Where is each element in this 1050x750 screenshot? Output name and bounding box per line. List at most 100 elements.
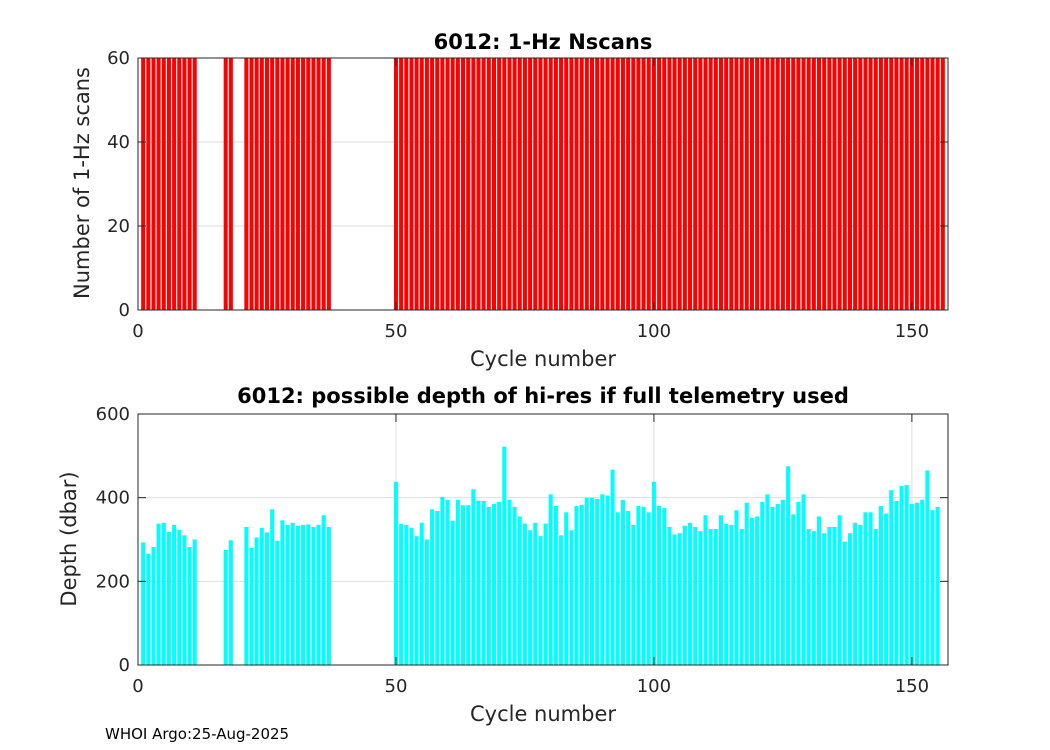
nscans-bar	[182, 58, 187, 310]
depth-bar	[569, 530, 574, 665]
nscans-bar	[657, 58, 662, 310]
depth-bar	[858, 524, 863, 665]
depth-bar	[930, 510, 935, 665]
depth-bar	[435, 511, 440, 665]
nscans-bar	[682, 58, 687, 310]
nscans-bar	[935, 58, 940, 310]
depth-bar	[713, 529, 718, 665]
depth-bar	[657, 506, 662, 665]
depth-bar	[223, 549, 228, 665]
nscans-bar	[817, 58, 822, 310]
depth-bar	[507, 499, 512, 665]
depth-bar	[806, 529, 811, 665]
depth-bar	[574, 506, 579, 665]
footer-stamp: WHOI Argo:25-Aug-2025	[105, 725, 290, 743]
nscans-bar	[491, 58, 496, 310]
depth-bar	[533, 522, 538, 665]
nscans-bar	[445, 58, 450, 310]
nscans-bar	[878, 58, 883, 310]
nscans-bar	[404, 58, 409, 310]
nscans-bar	[889, 58, 894, 310]
depth-bar	[693, 526, 698, 665]
depth-bar	[755, 516, 760, 665]
nscans-bar	[264, 58, 269, 310]
nscans-bar	[466, 58, 471, 310]
depth-bar	[497, 501, 502, 665]
depth-bar	[166, 531, 171, 665]
nscans-bar	[667, 58, 672, 310]
depth-bar	[187, 547, 192, 665]
nscans-bar	[765, 58, 770, 310]
depth-bar	[177, 529, 182, 665]
depth-bar	[904, 485, 909, 665]
depth-bar	[244, 526, 249, 665]
nscans-bar	[626, 58, 631, 310]
depth-bar	[414, 536, 419, 665]
nscans-bar	[718, 58, 723, 310]
depth-bar	[512, 506, 517, 665]
depth-bar	[832, 526, 837, 665]
depth-bar	[837, 515, 842, 665]
depth-bar	[884, 513, 889, 665]
nscans-bar	[192, 58, 197, 310]
nscans-bar	[899, 58, 904, 310]
nscans-bar	[853, 58, 858, 310]
depth-bar	[915, 502, 920, 665]
nscans-bar	[419, 58, 424, 310]
nscans-bar	[739, 58, 744, 310]
nscans-x-tick-label: 50	[385, 321, 408, 342]
depth-bar	[559, 535, 564, 665]
depth-bar	[925, 470, 930, 665]
depth-bar	[151, 547, 156, 665]
depth-y-tick-label: 600	[96, 404, 130, 425]
nscans-bar	[290, 58, 295, 310]
nscans-bar	[228, 58, 233, 310]
nscans-bar	[832, 58, 837, 310]
depth-y-tick-label: 400	[96, 488, 130, 509]
nscans-bar	[522, 58, 527, 310]
nscans-bar	[435, 58, 440, 310]
depth-bar	[677, 533, 682, 665]
nscans-bar	[770, 58, 775, 310]
nscans-bar	[858, 58, 863, 310]
nscans-bar	[749, 58, 754, 310]
depth-bar	[326, 526, 331, 665]
nscans-bar	[620, 58, 625, 310]
nscans-bar	[430, 58, 435, 310]
nscans-bar	[703, 58, 708, 310]
depth-bar	[729, 524, 734, 665]
nscans-chart-x-ticks: 0 50 100 150	[132, 58, 929, 342]
depth-bar	[600, 494, 605, 665]
depth-bar	[899, 485, 904, 665]
nscans-bar	[223, 58, 228, 310]
depth-bar	[249, 547, 254, 665]
nscans-bar	[177, 58, 182, 310]
nscans-bar	[646, 58, 651, 310]
depth-bar	[724, 524, 729, 665]
depth-bar	[739, 529, 744, 665]
nscans-bar	[502, 58, 507, 310]
nscans-bar	[574, 58, 579, 310]
depth-bar	[192, 539, 197, 665]
depth-bar	[156, 523, 161, 665]
nscans-bar	[631, 58, 636, 310]
depth-bar	[631, 524, 636, 665]
nscans-bar	[538, 58, 543, 310]
depth-bar	[667, 526, 672, 665]
depth-bar	[285, 524, 290, 665]
depth-bar	[290, 522, 295, 665]
nscans-bar	[651, 58, 656, 310]
nscans-x-tick-label: 100	[637, 321, 671, 342]
nscans-bar	[636, 58, 641, 310]
nscans-bar	[486, 58, 491, 310]
nscans-bar	[553, 58, 558, 310]
nscans-chart: 6012: 1-Hz Nscans 0 50 100 150 0 20 40 60 Cycl…	[70, 30, 949, 371]
nscans-bar	[172, 58, 177, 310]
nscans-y-tick-label: 60	[107, 48, 130, 69]
nscans-bar	[729, 58, 734, 310]
depth-bar	[419, 522, 424, 665]
nscans-bar	[801, 58, 806, 310]
nscans-bar	[595, 58, 600, 310]
nscans-bar	[306, 58, 311, 310]
depth-bar	[765, 494, 770, 665]
